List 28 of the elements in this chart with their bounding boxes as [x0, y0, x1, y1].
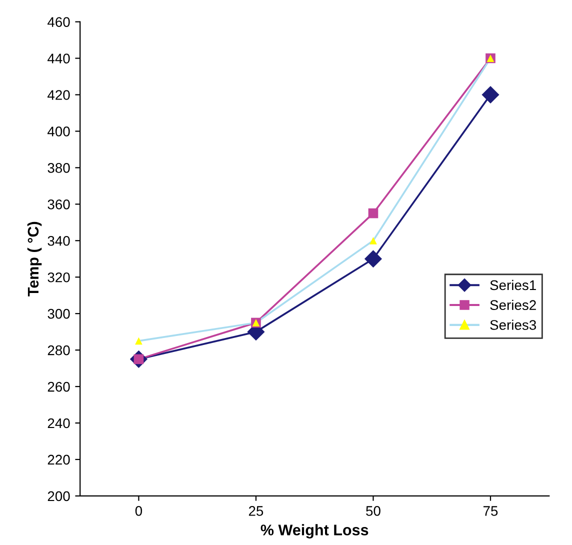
y-tick-label: 200 — [48, 491, 70, 502]
point — [364, 250, 382, 268]
y-tick-label: 340 — [48, 236, 70, 246]
y-tick-label: 420 — [48, 90, 70, 100]
y-tick-label: 280 — [48, 345, 70, 356]
point — [370, 236, 377, 244]
point — [135, 337, 142, 345]
y-tick-label: 300 — [48, 308, 70, 319]
y-tick-label: 400 — [48, 126, 70, 136]
y-tick-label: 440 — [48, 54, 70, 64]
x-axis-title: % Weight Loss — [260, 524, 368, 538]
legend-label: Series1 — [490, 280, 536, 290]
y-tick-label: 360 — [48, 200, 70, 210]
x-tick-label: 50 — [366, 506, 380, 516]
y-tick-label: 260 — [48, 382, 70, 392]
y-tick-label: 320 — [48, 272, 70, 282]
y-tick-label: 380 — [48, 163, 70, 173]
x-tick-label: 75 — [483, 506, 498, 516]
y-tick-label: 240 — [48, 418, 70, 428]
y-axis-title: Temp ( °C) — [27, 222, 42, 296]
legend-label: Series2 — [490, 300, 536, 310]
point — [482, 86, 500, 104]
y-tick-label: 460 — [48, 17, 70, 27]
legend-label: Series3 — [490, 320, 536, 330]
x-tick-label: 0 — [135, 506, 142, 516]
x-tick-label: 25 — [248, 506, 264, 516]
y-tick-label: 220 — [48, 454, 70, 465]
point — [368, 208, 378, 218]
